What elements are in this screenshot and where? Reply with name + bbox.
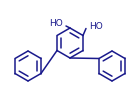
Text: HO: HO bbox=[49, 19, 63, 29]
Text: HO: HO bbox=[89, 22, 103, 31]
